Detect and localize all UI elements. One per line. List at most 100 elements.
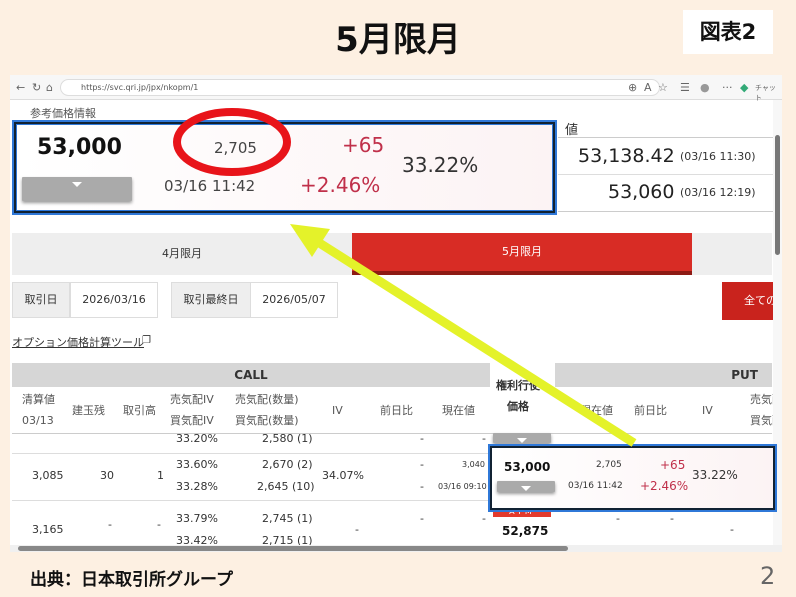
vertical-scrollbar[interactable] <box>773 100 782 545</box>
put-price: 2,705 <box>596 460 622 470</box>
highlight-box-row: 53,000 2,705 03/16 11:42 +65 +2.46% 33.2… <box>488 444 777 512</box>
trade-day-label: 取引日 <box>12 282 70 318</box>
col-bid-iv: 買気配IV <box>170 414 214 427</box>
cell: 3,085 <box>32 469 64 482</box>
cell: - <box>730 523 734 536</box>
read-aloud-icon[interactable]: A <box>644 81 652 94</box>
external-window-icon: ❐ <box>142 335 151 346</box>
put-col-iv: IV <box>702 404 713 417</box>
cell: 33.79% <box>176 512 218 525</box>
cell: 33.60% <box>176 458 218 471</box>
cell: 33.42% <box>176 534 218 547</box>
cell: - <box>108 518 112 531</box>
strike-dropdown[interactable] <box>22 177 132 201</box>
futures-value: 53,060 <box>608 181 675 203</box>
zoom-icon[interactable]: ⊕ <box>628 81 638 94</box>
col-oi: 建玉残 <box>72 404 105 417</box>
cell: 2,670 (2) <box>262 458 313 471</box>
put-iv: 33.22% <box>692 468 738 482</box>
cell: - <box>616 512 620 525</box>
cell: 2,745 (1) <box>262 512 313 525</box>
page-number: 2 <box>760 562 776 590</box>
put-change: +65 <box>660 458 686 472</box>
put-change-pct: +2.46% <box>640 479 689 493</box>
cell: - <box>482 432 486 445</box>
cell: 2,715 (1) <box>262 534 313 547</box>
source-credit: 出典：日本取引所グループ <box>30 570 233 590</box>
ref-change: +65 <box>342 133 385 157</box>
arrow-head-icon <box>290 224 330 257</box>
col-ask-iv: 売気配IV <box>170 393 214 406</box>
more-icon[interactable]: ··· <box>722 81 733 94</box>
address-bar[interactable]: https://svc.qri.jp/jpx/nkopm/1 <box>60 79 660 96</box>
cell: 1 <box>157 469 164 482</box>
profile-icon[interactable]: ● <box>700 81 710 94</box>
col-change: 前日比 <box>380 404 413 417</box>
cell: 2,580 (1) <box>262 432 313 445</box>
strike-dropdown[interactable] <box>497 481 555 492</box>
cell: - <box>420 512 424 525</box>
tab-may[interactable]: 5月限月 <box>352 233 692 275</box>
cell: 03/16 09:10 <box>438 482 487 491</box>
ref-iv: 33.22% <box>402 153 479 177</box>
put-header: PUT <box>555 363 772 387</box>
browser-toolbar: ← ↻ ⌂ https://svc.qri.jp/jpx/nkopm/1 ⊕ A… <box>10 75 782 102</box>
yellow-arrow-annotation <box>307 233 637 447</box>
strike-header-1: 権利行使 <box>496 379 540 392</box>
slide-title: 5月限月 <box>335 20 461 60</box>
figure-badge: 図表2 <box>683 10 773 54</box>
cell: 33.28% <box>176 480 218 493</box>
ref-strike: 53,000 <box>37 135 122 160</box>
cell: - <box>157 518 161 531</box>
put-time: 03/16 11:42 <box>568 481 623 491</box>
col-iv: IV <box>332 404 343 417</box>
show-all-button[interactable]: 全ての <box>722 282 782 320</box>
futures-time: (03/16 12:19) <box>680 186 756 199</box>
vertical-scroll-thumb[interactable] <box>775 135 780 255</box>
cell: - <box>670 512 674 525</box>
index-value: 53,138.42 <box>578 145 675 167</box>
cell: - <box>420 458 424 471</box>
red-circle-annotation <box>173 108 291 176</box>
favorites-icon[interactable]: ☰ <box>680 81 690 94</box>
col-bid-qty: 買気配(数量) <box>235 414 299 427</box>
ref-time: 03/16 11:42 <box>164 177 256 195</box>
col-price: 現在値 <box>442 404 475 417</box>
chat-label[interactable]: チャット <box>755 84 776 102</box>
cell: 30 <box>100 469 114 482</box>
strike-dropdown[interactable] <box>493 433 551 443</box>
col-settle: 清算値 <box>22 393 55 406</box>
cell: - <box>355 523 359 536</box>
home-icon[interactable]: ⌂ <box>46 81 53 94</box>
ref-price: 2,705 <box>214 139 257 157</box>
tab-april[interactable]: 4月限月 <box>12 233 352 275</box>
ref-info-label: 参考価格情報 <box>30 107 96 120</box>
horizontal-scroll-thumb[interactable] <box>18 546 568 551</box>
value-label: 値 <box>565 123 579 138</box>
put-col-change: 前日比 <box>634 404 667 417</box>
col-volume: 取引高 <box>123 404 156 417</box>
copilot-icon[interactable]: ◆ <box>740 81 749 94</box>
reload-icon[interactable]: ↻ <box>32 81 42 94</box>
option-calc-tool-link[interactable]: オプション価格計算ツール <box>12 336 144 349</box>
col-ask-qty: 売気配(数量) <box>235 393 299 406</box>
cell: - <box>420 480 424 493</box>
favorite-icon[interactable]: ☆ <box>658 81 668 94</box>
last-day-value: 2026/05/07 <box>250 282 338 318</box>
cell: - <box>420 432 424 445</box>
col-settle-date: 03/13 <box>22 414 54 427</box>
ref-change-pct: +2.46% <box>300 173 381 197</box>
cell: 3,040 <box>462 460 485 469</box>
horizontal-scrollbar[interactable] <box>10 545 782 552</box>
cell: - <box>482 512 486 525</box>
strike-cell: 52,875 <box>502 524 549 538</box>
last-day-label: 取引最終日 <box>171 282 251 318</box>
strike-cell: 53,000 <box>504 460 551 474</box>
cell: 2,645 (10) <box>257 480 315 493</box>
trade-day-value: 2026/03/16 <box>70 282 158 318</box>
index-time: (03/16 11:30) <box>680 150 756 163</box>
back-icon[interactable]: ← <box>16 81 26 94</box>
cell: 34.07% <box>322 469 364 482</box>
call-header: CALL <box>12 363 490 387</box>
